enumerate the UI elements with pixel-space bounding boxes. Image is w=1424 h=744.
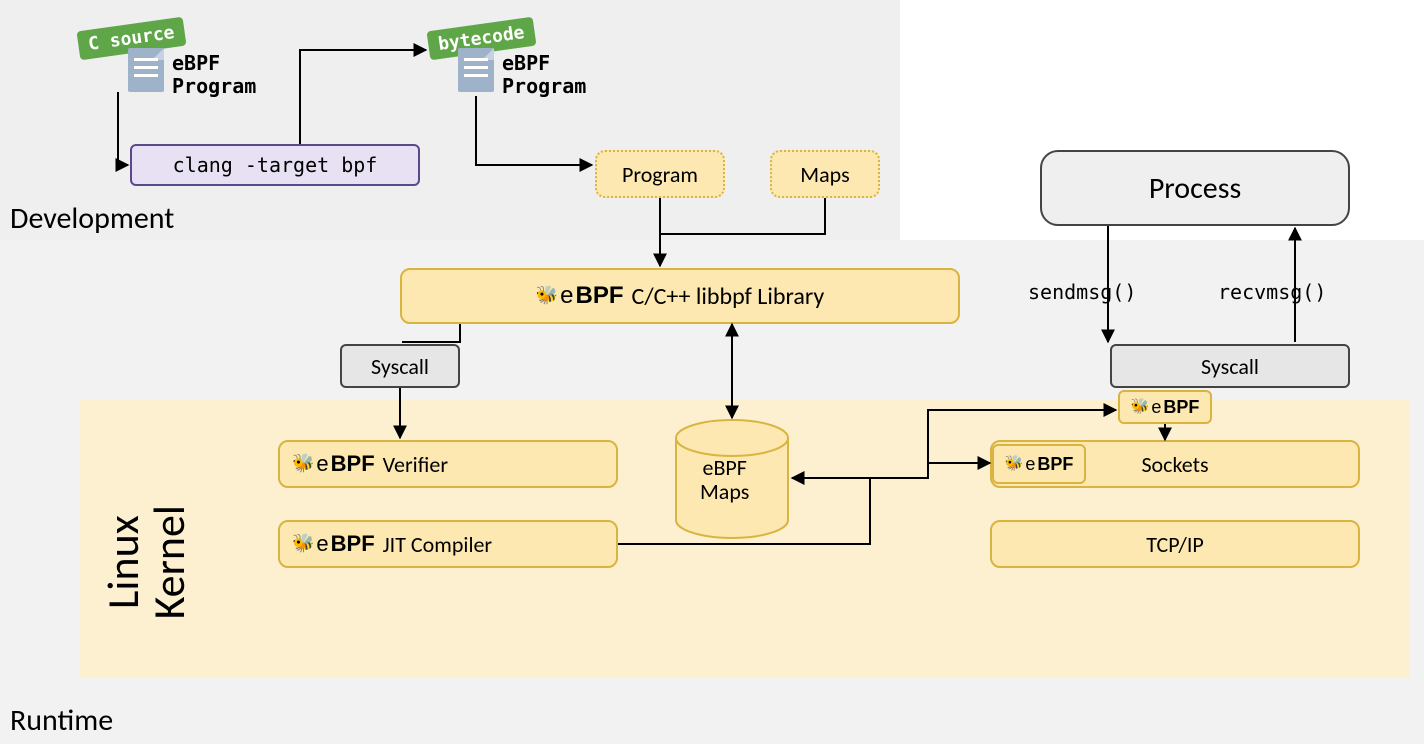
process-box: Process: [1040, 150, 1350, 226]
development-label: Development: [10, 200, 174, 237]
ebpf-logo-icon: 🐝eBPF: [1005, 454, 1074, 475]
kernel-label-line2: Kernel: [142, 505, 196, 619]
syscall-left-box: Syscall: [340, 344, 460, 388]
bytecode-label: eBPF Program: [502, 52, 586, 98]
ebpf-syscall-hook: 🐝eBPF: [1118, 390, 1212, 424]
program-box: Program: [595, 150, 725, 198]
kernel-label: Linux Kernel: [100, 482, 192, 642]
tcpip-box: TCP/IP: [990, 520, 1360, 568]
recvmsg-label: recvmsg(): [1218, 280, 1326, 304]
jit-text: JIT Compiler: [383, 531, 492, 558]
ebpf-logo-icon: 🐝eBPF: [1131, 397, 1200, 418]
ebpf-maps-label: eBPFMaps: [700, 456, 749, 504]
libbpf-text: C/C++ libbpf Library: [632, 282, 825, 311]
ebpf-logo-icon: 🐝eBPF: [292, 531, 375, 557]
ebpf-sockets-hook: 🐝eBPF: [992, 444, 1086, 484]
clang-box: clang -target bpf: [130, 144, 420, 186]
ebpf-logo-icon: 🐝eBPF: [292, 451, 375, 477]
libbpf-box: 🐝eBPF C/C++ libbpf Library: [400, 268, 960, 324]
c-source-doc-icon: [128, 48, 164, 92]
jit-box: 🐝eBPF JIT Compiler: [278, 520, 618, 568]
verifier-text: Verifier: [383, 451, 448, 478]
ebpf-logo-icon: 🐝eBPF: [536, 282, 624, 310]
syscall-right-box: Syscall: [1110, 344, 1350, 388]
maps-box: Maps: [770, 150, 880, 198]
sendmsg-label: sendmsg(): [1028, 280, 1136, 304]
verifier-box: 🐝eBPF Verifier: [278, 440, 618, 488]
bytecode-doc-icon: [458, 48, 494, 92]
runtime-label: Runtime: [10, 702, 113, 739]
c-source-label: eBPF Program: [172, 52, 256, 98]
